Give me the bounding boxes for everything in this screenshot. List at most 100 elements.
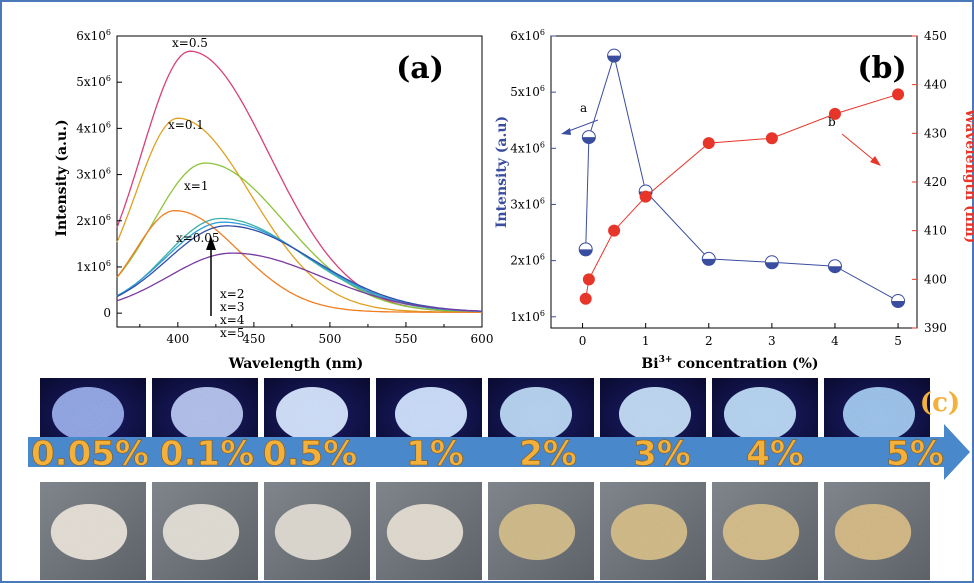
wavelength-point [828,107,841,120]
intensity-point [701,251,716,266]
spectrum-x-0_05 [116,209,482,313]
spectra-curves [116,50,483,313]
wavelength-axis-label: Wavelength (nm) [962,108,974,244]
spectra-axis-ticks: 400 450 500 550 600 0 1x106 2x106 3x106 4x106 5x10… [76,28,493,346]
spectra-y-tick-label: 2x106 [76,213,111,228]
series-b-label: b [828,115,836,129]
wavelength-point [582,273,595,286]
wavelength-point [892,88,905,101]
series-b-line [585,93,899,299]
panel-label-c: (c) [920,388,960,418]
curve-label: x=0.5 [172,36,208,50]
spectra-x-tick-label: 600 [471,332,494,346]
concentration-label: 0.1% [160,434,254,474]
intensity-tick-label: 1x106 [510,309,545,324]
spectra-y-tick-label: 1x106 [76,259,111,274]
concentration-labels: 0.05% 0.1% 0.5% 1% 2% 3% 4% 5% [31,434,944,475]
spectra-chart: 400 450 500 550 600 0 1x106 2x106 3x106 4x106 5x10… [54,28,493,372]
wavelength-tick-label: 430 [924,126,947,140]
spectra-x-tick-label: 550 [395,332,418,346]
concentration-x-tick-label: 3 [768,334,776,348]
daylight-photo-row [40,482,930,580]
spectrum-x-0_1 [116,117,482,313]
concentration-arrow [28,424,970,480]
curve-label: x=0.1 [168,118,204,132]
spectra-y-tick-label: 6x106 [76,28,111,43]
spectrum-x-5 [116,252,483,312]
concentration-x-tick-label: 1 [642,334,650,348]
series-a-label: a [580,101,587,115]
intensity-point [891,294,906,309]
daylight-photo [712,482,818,580]
series-a-pointer: a [561,101,599,135]
concentration-axis-ticks: 0 1 2 3 4 5 1x106 2x106 3x106 4x106 5x106 6x106 390 4… [510,28,947,348]
spectra-y-tick-label: 4x106 [76,120,111,135]
concentration-x-tick-label: 5 [894,334,902,348]
intensity-tick-label: 6x106 [510,28,545,43]
wavelength-point [579,292,592,305]
concentration-label: 3% [633,434,691,474]
wavelength-tick-label: 440 [924,78,947,92]
curve-label: x=5 [220,326,244,340]
spectra-x-tick-label: 500 [318,332,341,346]
wavelength-point [639,190,652,203]
concentration-x-tick-label: 0 [579,334,587,348]
panel-label-b: (b) [857,51,906,86]
spectra-curve-labels: x=0.5 x=0.1 x=1 x=0.05 x=2x=3x=4x=5 [168,36,245,340]
concentration-x-tick-label: 2 [705,334,713,348]
spectra-y-axis-label: Intensity (a.u.) [54,119,70,236]
wavelength-tick-label: 410 [924,224,947,238]
spectra-x-tick-label: 450 [242,332,265,346]
trend-arrow-head [206,236,216,250]
curve-label: x=0.05 [176,231,220,245]
concentration-plot-area [550,35,918,329]
concentration-x-tick-label: 4 [831,334,839,348]
daylight-photo [152,482,258,580]
curve-label: x=3 [220,300,244,314]
curve-label: x=1 [184,179,208,193]
daylight-photo [376,482,482,580]
spectrum-x-1 [116,162,483,313]
series-a-line [585,53,899,302]
concentration-label: 0.05% [31,434,149,474]
panel-label-a: (a) [396,51,444,86]
daylight-photo [600,482,706,580]
spectrum-x-4 [116,225,483,312]
concentration-label: 2% [519,434,577,474]
concentration-label: 4% [746,434,804,474]
intensity-tick-label: 4x106 [510,140,545,155]
daylight-photo [264,482,370,580]
wavelength-point [608,224,621,237]
spectra-y-tick-label: 0 [103,306,111,320]
concentration-label: 0.5% [263,434,357,474]
concentration-series [578,48,906,309]
intensity-point [764,255,779,270]
intensity-tick-label: 5x106 [510,84,545,99]
wavelength-tick-label: 450 [924,29,947,43]
daylight-photo [40,482,146,580]
curve-label: x=4 [220,313,245,327]
concentration-label: 1% [406,434,464,474]
intensity-point [827,259,842,274]
wavelength-tick-label: 400 [924,272,947,286]
wavelength-tick-label: 420 [924,175,947,189]
intensity-axis-label: Intensity (a.u) [494,116,510,228]
concentration-x-axis-label: Bi3+ concentration (%) [641,355,818,372]
intensity-point [607,48,622,63]
wavelength-point [702,137,715,150]
spectra-y-tick-label: 3x106 [76,167,111,182]
spectra-x-axis-label: Wavelength (nm) [228,356,364,372]
intensity-tick-label: 2x106 [510,253,545,268]
intensity-tick-label: 3x106 [510,196,545,211]
daylight-photo [488,482,594,580]
series-b-pointer: b [828,115,881,166]
daylight-photo [824,482,930,580]
curve-label: x=2 [220,287,244,301]
photo-panel: 0.05% 0.1% 0.5% 1% 2% 3% 4% 5% (c) [28,378,970,580]
intensity-point [581,130,596,145]
spectra-y-tick-label: 5x106 [76,74,111,89]
wavelength-point [765,132,778,145]
concentration-chart: 0 1 2 3 4 5 1x106 2x106 3x106 4x106 5x106 6x106 390 4… [494,28,974,372]
intensity-point [578,242,593,257]
